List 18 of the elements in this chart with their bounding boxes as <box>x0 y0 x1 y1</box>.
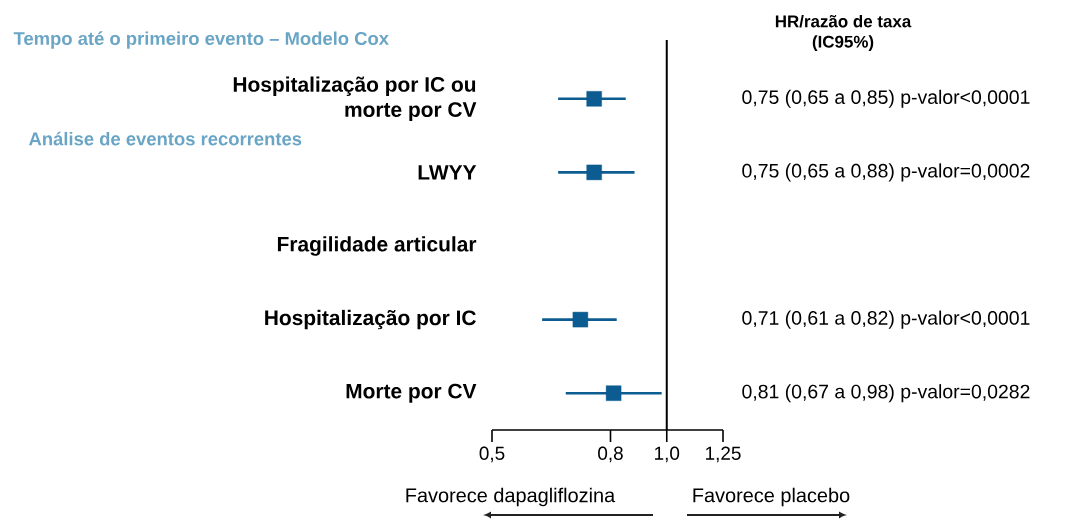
x-tick-label: 1,0 <box>655 446 680 463</box>
x-tick-label: 0,8 <box>598 446 623 463</box>
x-tick-label: 0,5 <box>479 446 505 463</box>
data-label: 0,75 (0,65 a 0,88) p-valor=0,0002 <box>742 163 1030 182</box>
y-tick-label: Fragilidade articular <box>277 236 477 256</box>
text: Tempo até o primeiro evento – Modelo Cox <box>13 31 389 49</box>
x-tick-label: 1,25 <box>706 446 741 463</box>
data-label: 0,75 (0,65 a 0,85) p-valor<0,0001 <box>742 89 1030 108</box>
data-label: 0,81 (0,67 a 0,98) p-valor=0,0282 <box>742 384 1030 403</box>
text: HR/razão de taxa (IC95%) <box>775 14 912 52</box>
y-tick-label: Morte por CV <box>346 383 477 403</box>
data-label: 0,71 (0,61 a 0,82) p-valor<0,0001 <box>742 310 1030 329</box>
y-tick-label: Hospitalização por IC ou morte por CV <box>233 76 477 122</box>
text: Favorece placebo <box>693 487 850 507</box>
y-tick-label: LWYY <box>418 165 477 180</box>
text: Análise de eventos recorrentes <box>28 131 302 146</box>
y-tick-label: Hospitalização por IC <box>265 309 476 330</box>
text: Favorece dapagliflozina <box>406 487 616 507</box>
